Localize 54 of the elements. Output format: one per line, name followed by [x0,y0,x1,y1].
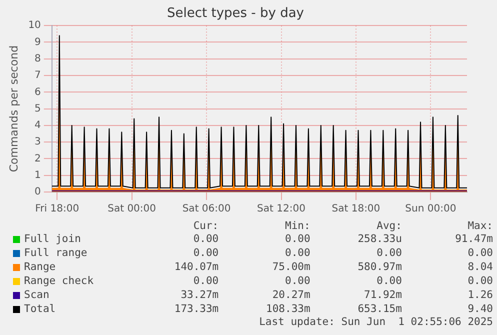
text: Cur: [192,220,220,232]
text: 580.97m [356,260,403,274]
y-tick-label: 2 [34,153,41,164]
text: 140.07m [173,260,220,274]
text: 75.00m [271,260,312,274]
text: 0.00 [466,274,494,288]
y-axis-title: Commands per second [7,45,20,172]
y-tick-label: 1 [34,170,41,181]
text: Avg: [376,220,403,232]
text: 71.92m [363,288,403,302]
legend-label: Full join [23,232,82,246]
y-tick-label: 0 [34,186,41,198]
legend-label: Scan [23,288,50,302]
text: 653.15m [356,302,403,316]
text: 0.00 [466,246,494,260]
y-tick-label: 10 [28,20,41,32]
legend-label: Range check [23,274,95,288]
text: Max: [466,220,494,232]
text: 0.00 [376,274,403,288]
text: 108.33m [265,302,312,316]
y-tick-label: 6 [34,86,41,98]
legend-label: Full range [23,246,88,260]
text: 0.00 [376,246,403,260]
text: 91.47m [454,232,494,246]
x-tick-label: Sat 00:00 [108,204,156,215]
text: 173.33m [173,302,220,316]
x-tick-label: Sat 12:00 [257,204,306,215]
text: 0.00 [192,246,220,260]
text: 33.27m [180,288,220,302]
legend-label: Total [23,302,57,316]
text: 0.00 [192,232,220,246]
y-tick-label: 8 [34,53,41,64]
text: Last update: Sun Jun 1 02:55:06 2025 [258,316,494,328]
y-tick-label: 5 [34,103,41,114]
chart-title: Select types - by day [167,6,304,22]
text: 0.00 [284,232,312,246]
text: 0.00 [284,274,312,288]
text: 0.00 [192,274,220,288]
text: 8.04 [466,260,494,274]
text: 20.27m [271,288,312,302]
legend-label: Range [23,260,57,274]
y-tick-label: 7 [34,70,41,82]
text: 9.40 [466,302,494,316]
y-tick-label: 3 [34,136,41,148]
y-tick-label: 4 [34,120,41,132]
text: 258.33u [356,232,403,246]
y-tick-label: 9 [34,36,41,48]
x-tick-label: Fri 18:00 [35,204,80,215]
text: 1.26 [466,288,494,302]
x-tick-label: Sat 18:00 [332,204,380,215]
x-tick-label: Sat 06:00 [182,204,231,215]
text: 0.00 [284,246,312,260]
x-tick-label: Sun 00:00 [405,204,456,215]
text: Min: [284,220,312,232]
